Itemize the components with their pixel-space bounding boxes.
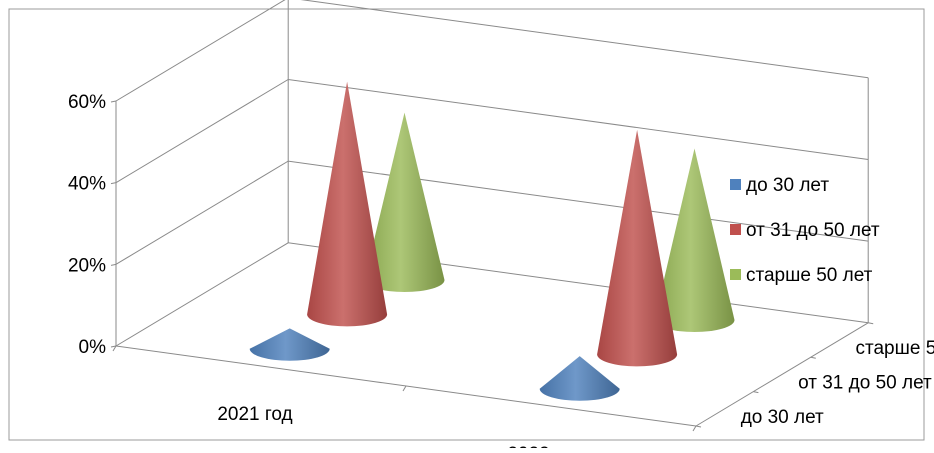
legend-swatch [730, 179, 741, 190]
category-label: 2021 год [217, 404, 292, 425]
legend-label: старше 50 лет [746, 265, 873, 286]
legend-label: до 30 лет [746, 175, 829, 196]
value-tick-label: 60% [68, 92, 106, 113]
category-label: 2022 год [507, 444, 582, 448]
value-tick-label: 20% [68, 255, 106, 276]
value-tick-label: 0% [79, 337, 107, 358]
legend-swatch [730, 269, 741, 280]
legend-label: от 31 до 50 лет [746, 220, 880, 241]
depth-label: до 30 лет [741, 407, 824, 428]
value-tick-label: 40% [68, 174, 106, 195]
depth-label: старше 50 лет [856, 338, 934, 359]
legend-swatch [730, 224, 741, 235]
depth-label: от 31 до 50 лет [798, 372, 932, 393]
